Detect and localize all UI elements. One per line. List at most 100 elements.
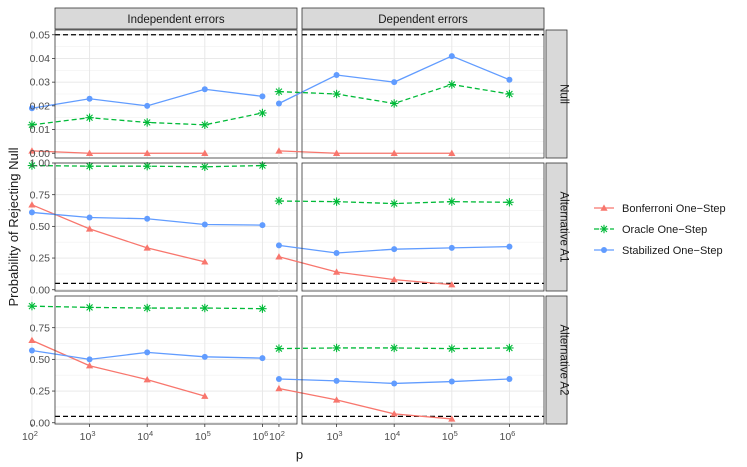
x-tick-label: 102 <box>22 429 38 443</box>
asterisk-stroke <box>259 162 266 169</box>
y-tick-label: 0.01 <box>30 124 51 136</box>
series-line-bonferroni-one-step <box>31 339 205 397</box>
triangle-marker <box>143 244 151 251</box>
triangle-marker <box>275 253 283 260</box>
circle-marker <box>144 349 151 356</box>
asterisk-marker <box>389 99 399 108</box>
asterisk-stroke <box>448 81 456 88</box>
panel-background <box>55 163 297 291</box>
triangle-marker <box>390 149 398 156</box>
triangle-marker <box>143 149 151 156</box>
asterisk-marker <box>200 303 210 313</box>
triangle-marker <box>332 396 341 403</box>
triangle-marker <box>85 149 94 156</box>
asterisk-marker <box>505 343 514 353</box>
circle-marker <box>28 347 35 354</box>
legend-item-oracle-one-step: Oracle One−Step <box>594 224 707 236</box>
y-tick-label: 0.25 <box>30 253 51 265</box>
circle-marker <box>391 380 398 387</box>
circle-marker <box>28 209 35 216</box>
column-strip-label: Dependent errors <box>378 14 468 26</box>
triangle-marker <box>201 258 209 265</box>
asterisk-stroke <box>506 90 513 98</box>
triangle-marker <box>28 147 36 154</box>
y-tick-label: 0.00 <box>30 284 51 296</box>
asterisk-stroke <box>201 304 209 312</box>
triangle-marker <box>332 268 341 275</box>
row-strip-label: Alternative A1 <box>558 192 570 263</box>
asterisk-marker <box>274 87 284 96</box>
asterisk-stroke <box>390 200 398 207</box>
asterisk-stroke <box>143 304 151 312</box>
asterisk-stroke <box>86 162 93 170</box>
asterisk-marker <box>447 344 457 353</box>
panel-alternative-a2-dependent-errors <box>274 295 545 425</box>
legend: Bonferroni One−Step Oracle One−Step Stabil… <box>594 203 726 257</box>
asterisk-stroke <box>86 114 93 122</box>
asterisk-stroke <box>143 119 151 126</box>
y-tick-label: 0.02 <box>30 100 51 112</box>
asterisk-marker <box>142 303 152 313</box>
triangle-marker <box>201 149 209 156</box>
asterisk-stroke <box>275 88 283 95</box>
triangle-marker <box>275 147 283 154</box>
circle-marker <box>448 53 455 60</box>
asterisk-marker <box>27 301 37 311</box>
circle-marker <box>275 376 282 383</box>
triangle-marker <box>448 415 456 422</box>
circle-marker <box>201 353 208 360</box>
circle-marker <box>201 221 208 228</box>
asterisk-stroke <box>28 121 36 129</box>
triangle-marker <box>390 275 398 283</box>
row-strip <box>545 295 568 425</box>
y-tick-label: 0.50 <box>30 221 51 233</box>
asterisk-marker <box>332 89 341 99</box>
asterisk-stroke <box>506 344 513 352</box>
x-tick-label: 104 <box>137 429 153 443</box>
asterisk-stroke <box>448 345 456 352</box>
circle-marker <box>333 249 340 256</box>
panel-alternative-a1-dependent-errors <box>274 162 545 292</box>
panel-null-independent-errors <box>27 29 298 159</box>
circle-marker <box>333 377 340 384</box>
series-line-bonferroni-one-step <box>278 150 452 154</box>
asterisk-stroke <box>28 162 36 169</box>
panel-null-dependent-errors <box>274 29 545 159</box>
triangle-marker <box>390 410 398 417</box>
asterisk-marker <box>332 343 341 353</box>
legend-label: Stabilized One−Step <box>622 245 723 257</box>
circle-marker <box>259 93 266 100</box>
circle-marker <box>448 244 455 251</box>
circle-marker <box>506 376 513 383</box>
series-line-bonferroni-one-step <box>278 387 452 420</box>
y-tick-label: 0.25 <box>30 386 51 398</box>
circle-marker <box>86 214 93 221</box>
x-tick-label: 104 <box>384 429 400 443</box>
legend-item-stabilized-one-step: Stabilized One−Step <box>594 245 723 257</box>
column-strip <box>54 7 298 30</box>
y-tick-label: 0.03 <box>30 77 51 89</box>
y-tick-label: 0.04 <box>30 53 51 65</box>
asterisk-stroke <box>390 100 398 107</box>
triangle-marker <box>85 225 94 232</box>
asterisk-marker <box>85 113 94 122</box>
y-tick-label: 0.75 <box>30 322 51 334</box>
asterisk-marker <box>258 304 267 313</box>
circle-marker <box>144 102 151 109</box>
asterisk-stroke <box>86 304 93 311</box>
asterisk-marker <box>505 198 514 207</box>
panel-background <box>55 296 297 424</box>
y-tick-label: 0.05 <box>30 29 51 41</box>
y-tick-label: 0.75 <box>30 189 51 201</box>
asterisk-stroke <box>333 198 340 206</box>
panel-alternative-a1-independent-errors <box>27 161 298 292</box>
panel-border <box>301 295 545 425</box>
panel-border <box>54 295 298 425</box>
triangle-marker <box>448 149 456 156</box>
asterisk-stroke <box>275 197 283 205</box>
asterisk-stroke <box>201 163 209 171</box>
panel-border <box>54 162 298 292</box>
x-tick-label: 105 <box>442 429 458 443</box>
triangle-marker <box>600 204 608 211</box>
